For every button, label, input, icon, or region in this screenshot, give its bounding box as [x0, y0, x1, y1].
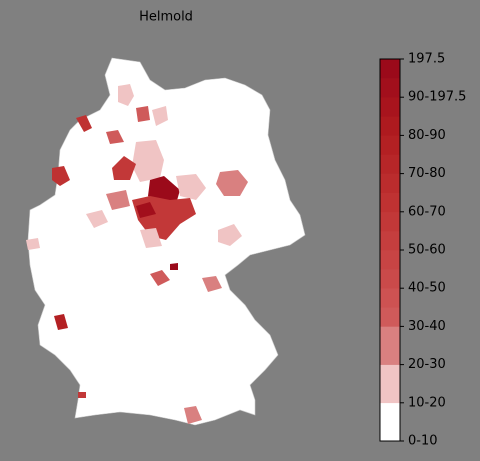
district [136, 202, 156, 218]
tick-label: 30-40 [408, 319, 446, 334]
district [54, 314, 68, 330]
tick-label: 40-50 [408, 281, 446, 296]
color-band [380, 59, 400, 79]
color-band [380, 288, 400, 308]
district [216, 170, 248, 196]
district [170, 263, 178, 270]
color-band [380, 364, 400, 384]
colorbar: 197.5 90-197.5 80-90 70-80 60-70 50-60 40-50 30… [379, 52, 466, 449]
color-band [380, 345, 400, 365]
tick-label: 0-10 [408, 434, 438, 449]
district [140, 228, 162, 248]
district [202, 276, 222, 292]
color-band [380, 421, 400, 442]
district [52, 166, 70, 186]
tick-label: 50-60 [408, 243, 446, 258]
color-band [380, 230, 400, 251]
color-band [380, 78, 400, 98]
district [136, 106, 150, 122]
color-band [380, 307, 400, 327]
color-band [380, 383, 400, 404]
district [132, 140, 164, 182]
district [86, 210, 108, 228]
color-band [380, 135, 400, 155]
district [106, 130, 124, 144]
district [26, 238, 40, 250]
color-band [380, 269, 400, 289]
color-band [380, 116, 400, 136]
district [184, 406, 202, 424]
district [118, 84, 134, 106]
color-band [380, 192, 400, 213]
district [218, 224, 242, 246]
color-band [380, 154, 400, 174]
tick-label: 197.5 [408, 52, 445, 67]
district [106, 190, 130, 210]
tick-label: 10-20 [408, 395, 446, 410]
district [150, 270, 170, 286]
color-band [380, 250, 400, 270]
color-band [380, 326, 400, 346]
tick-label: 80-90 [408, 128, 446, 143]
country-outline [27, 57, 306, 426]
color-band [380, 97, 400, 117]
color-band [380, 402, 400, 423]
tick-label: 20-30 [408, 357, 446, 372]
map-title: Helmold [139, 10, 193, 25]
district [76, 115, 92, 132]
color-band [380, 173, 400, 193]
district [152, 106, 168, 126]
district [78, 392, 86, 398]
district [176, 174, 206, 200]
tick-label: 90-197.5 [408, 90, 466, 105]
district [112, 156, 136, 180]
tick-label: 60-70 [408, 204, 446, 219]
germany-map [26, 57, 306, 426]
color-band [380, 211, 400, 232]
tick-label: 70-80 [408, 166, 446, 181]
